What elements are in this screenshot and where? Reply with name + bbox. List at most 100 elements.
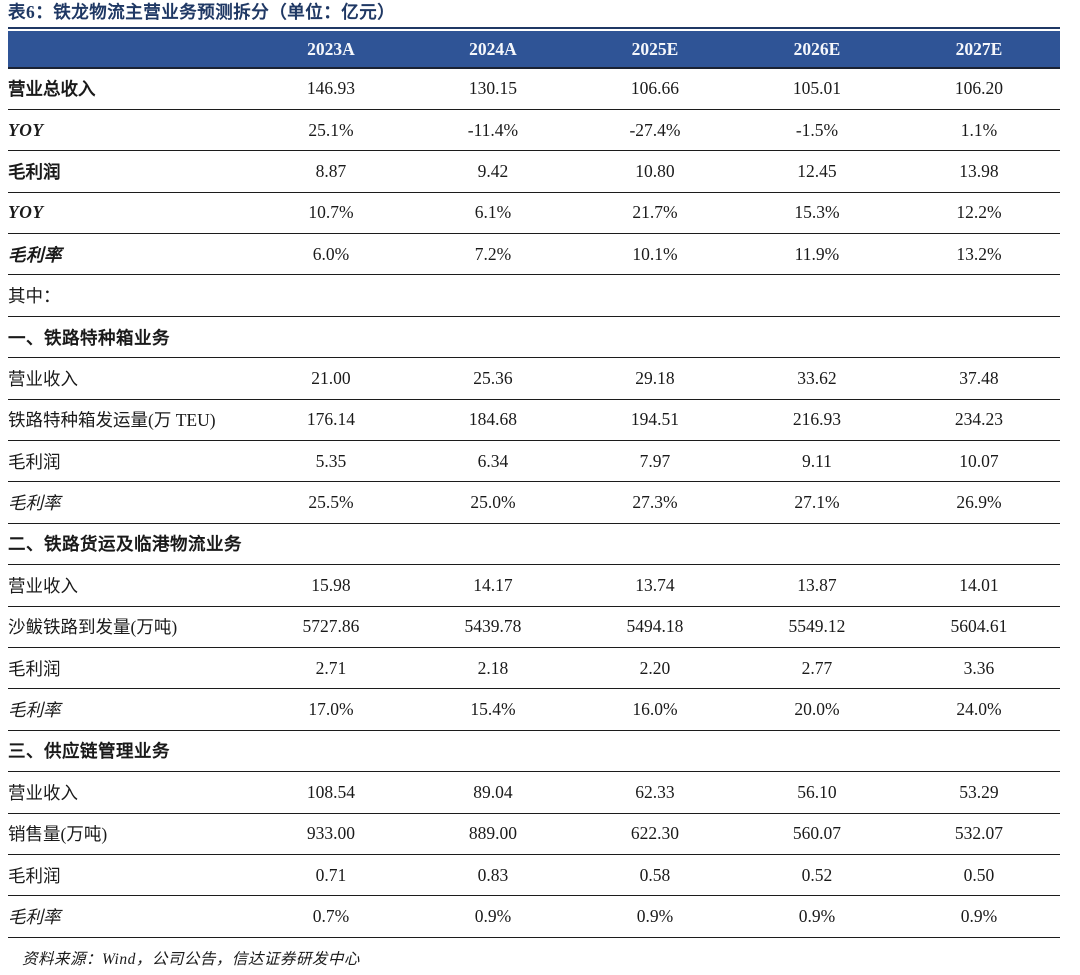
cell-value: 2.20 bbox=[573, 647, 736, 690]
cell-value: 25.36 bbox=[411, 357, 574, 400]
cell-value bbox=[897, 316, 1060, 359]
cell-value: 2.77 bbox=[735, 647, 898, 690]
table-row: 毛利率 25.5% 25.0% 27.3% 27.1% 26.9% bbox=[8, 481, 1060, 524]
cell-value: 5727.86 bbox=[249, 606, 412, 648]
header-cell-year: 2024A bbox=[411, 31, 574, 69]
cell-value: -11.4% bbox=[411, 109, 574, 152]
table-body: 营业总收入 146.93 130.15 106.66 105.01 106.20 YOY 25… bbox=[8, 68, 1060, 938]
cell-value bbox=[249, 274, 412, 317]
cell-value: 9.11 bbox=[735, 440, 898, 483]
cell-value: 234.23 bbox=[897, 399, 1060, 442]
row-label: 毛利率 bbox=[8, 895, 250, 938]
cell-value: 14.01 bbox=[897, 564, 1060, 607]
cell-value: 0.58 bbox=[573, 854, 736, 897]
row-label: 毛利润 bbox=[8, 440, 250, 483]
cell-value: 12.45 bbox=[735, 150, 898, 193]
cell-value: 15.3% bbox=[735, 192, 898, 235]
cell-value: 10.1% bbox=[573, 233, 736, 276]
cell-value: -1.5% bbox=[735, 109, 898, 152]
cell-value: 0.9% bbox=[897, 895, 1060, 938]
report-table-block: 表6：铁龙物流主营业务预测拆分（单位：亿元） 2023A 2024A 2025E… bbox=[8, 0, 1060, 969]
cell-value bbox=[897, 730, 1060, 773]
cell-value: 532.07 bbox=[897, 813, 1060, 855]
cell-value: 106.20 bbox=[897, 68, 1060, 110]
header-cell-year: 2023A bbox=[249, 31, 412, 69]
row-label: 销售量(万吨) bbox=[8, 813, 250, 855]
cell-value: 11.9% bbox=[735, 233, 898, 276]
cell-value: 53.29 bbox=[897, 771, 1060, 814]
cell-value: 9.42 bbox=[411, 150, 574, 193]
cell-value: 176.14 bbox=[249, 399, 412, 442]
cell-value: 10.07 bbox=[897, 440, 1060, 483]
cell-value: 5604.61 bbox=[897, 606, 1060, 648]
cell-value: 0.83 bbox=[411, 854, 574, 897]
cell-value bbox=[411, 274, 574, 317]
row-label: 毛利率 bbox=[8, 481, 250, 524]
cell-value bbox=[573, 730, 736, 773]
cell-value bbox=[249, 730, 412, 773]
cell-value: 0.7% bbox=[249, 895, 412, 938]
cell-value bbox=[249, 523, 412, 566]
table-row: 三、供应链管理业务 bbox=[8, 730, 1060, 773]
header-row: 2023A 2024A 2025E 2026E 2027E bbox=[8, 31, 1060, 69]
cell-value: 622.30 bbox=[573, 813, 736, 855]
cell-value: 6.34 bbox=[411, 440, 574, 483]
table-row: YOY 25.1% -11.4% -27.4% -1.5% 1.1% bbox=[8, 109, 1060, 152]
cell-value: 0.9% bbox=[735, 895, 898, 938]
cell-value: 10.80 bbox=[573, 150, 736, 193]
cell-value: 6.0% bbox=[249, 233, 412, 276]
cell-value bbox=[573, 274, 736, 317]
table-row: 一、铁路特种箱业务 bbox=[8, 316, 1060, 359]
row-label: YOY bbox=[8, 192, 250, 235]
row-label: 二、铁路货运及临港物流业务 bbox=[8, 523, 250, 566]
cell-value: 15.98 bbox=[249, 564, 412, 607]
header-cell-year: 2027E bbox=[897, 31, 1060, 69]
table-row: 沙鲅铁路到发量(万吨) 5727.86 5439.78 5494.18 5549.12 5… bbox=[8, 606, 1060, 648]
cell-value: 2.71 bbox=[249, 647, 412, 690]
table-row: 毛利率 0.7% 0.9% 0.9% 0.9% 0.9% bbox=[8, 895, 1060, 938]
cell-value: 0.50 bbox=[897, 854, 1060, 897]
cell-value: 184.68 bbox=[411, 399, 574, 442]
cell-value: 5549.12 bbox=[735, 606, 898, 648]
cell-value: 216.93 bbox=[735, 399, 898, 442]
cell-value: 13.87 bbox=[735, 564, 898, 607]
cell-value: 25.1% bbox=[249, 109, 412, 152]
cell-value: 5.35 bbox=[249, 440, 412, 483]
cell-value: 108.54 bbox=[249, 771, 412, 814]
row-label: 毛利率 bbox=[8, 688, 250, 731]
cell-value: 56.10 bbox=[735, 771, 898, 814]
cell-value: 10.7% bbox=[249, 192, 412, 235]
cell-value: 13.74 bbox=[573, 564, 736, 607]
row-label: 毛利率 bbox=[8, 233, 250, 276]
table-row: YOY 10.7% 6.1% 21.7% 15.3% 12.2% bbox=[8, 192, 1060, 235]
cell-value: 24.0% bbox=[897, 688, 1060, 731]
cell-value bbox=[897, 274, 1060, 317]
cell-value: 889.00 bbox=[411, 813, 574, 855]
cell-value: 13.2% bbox=[897, 233, 1060, 276]
cell-value: 16.0% bbox=[573, 688, 736, 731]
cell-value: 25.0% bbox=[411, 481, 574, 524]
table-row: 营业收入 21.00 25.36 29.18 33.62 37.48 bbox=[8, 357, 1060, 400]
table-row: 营业收入 15.98 14.17 13.74 13.87 14.01 bbox=[8, 564, 1060, 607]
cell-value: 21.00 bbox=[249, 357, 412, 400]
cell-value: 933.00 bbox=[249, 813, 412, 855]
cell-value: 0.9% bbox=[411, 895, 574, 938]
cell-value: 37.48 bbox=[897, 357, 1060, 400]
cell-value: 0.9% bbox=[573, 895, 736, 938]
row-label: 其中： bbox=[8, 274, 250, 317]
table-row: 销售量(万吨) 933.00 889.00 622.30 560.07 532.07 bbox=[8, 813, 1060, 855]
row-label: 营业总收入 bbox=[8, 68, 250, 110]
table-row: 其中： bbox=[8, 274, 1060, 317]
cell-value bbox=[411, 316, 574, 359]
cell-value: 15.4% bbox=[411, 688, 574, 731]
cell-value: 3.36 bbox=[897, 647, 1060, 690]
cell-value bbox=[735, 523, 898, 566]
cell-value bbox=[411, 523, 574, 566]
cell-value: 25.5% bbox=[249, 481, 412, 524]
cell-value bbox=[735, 730, 898, 773]
cell-value bbox=[735, 316, 898, 359]
table-row: 铁路特种箱发运量(万 TEU) 176.14 184.68 194.51 216.93 2… bbox=[8, 399, 1060, 442]
row-label: 毛利润 bbox=[8, 647, 250, 690]
cell-value: 146.93 bbox=[249, 68, 412, 110]
cell-value bbox=[249, 316, 412, 359]
